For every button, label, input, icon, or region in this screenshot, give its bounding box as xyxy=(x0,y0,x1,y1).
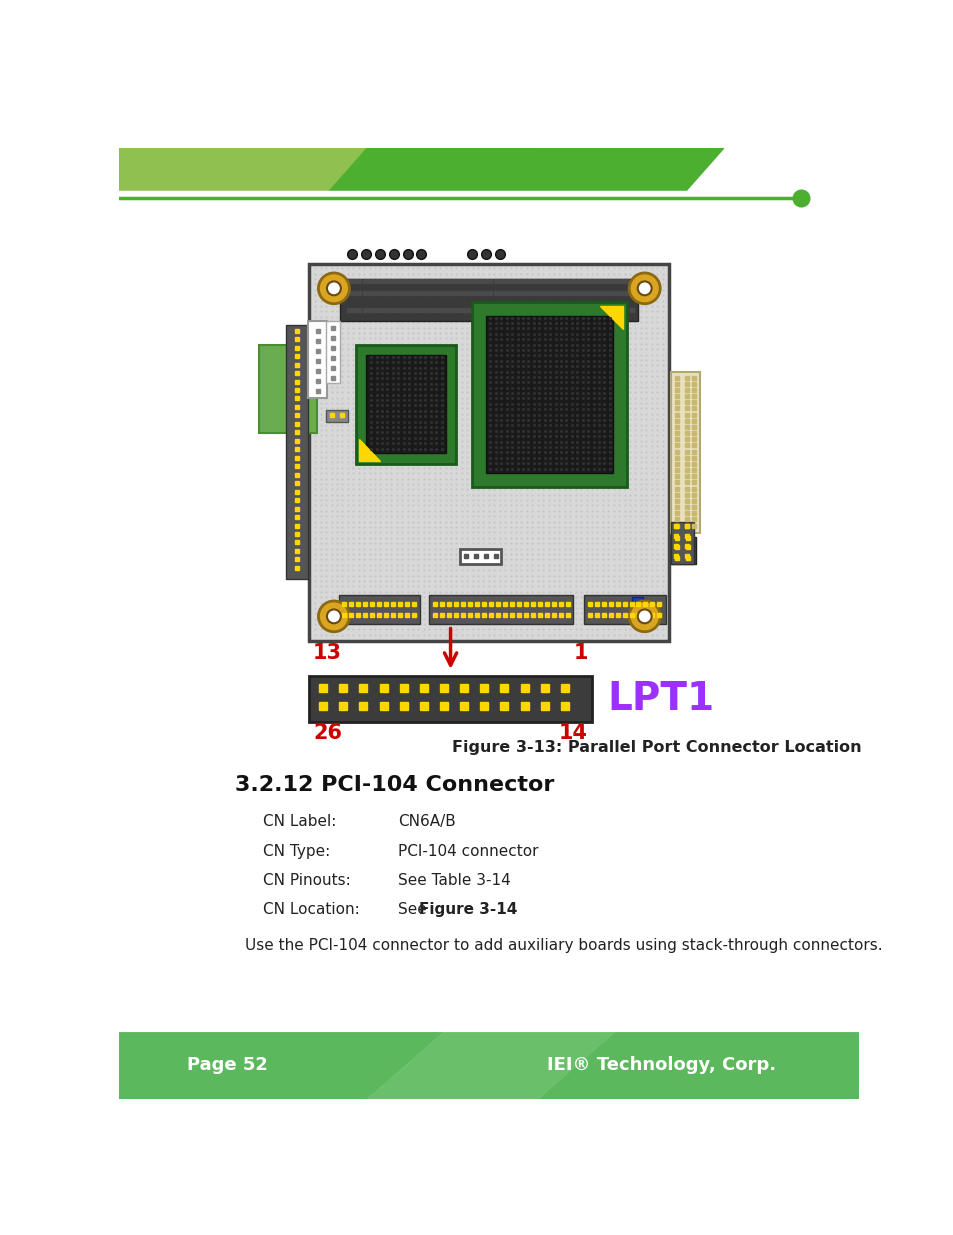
FancyBboxPatch shape xyxy=(459,548,500,564)
Text: See: See xyxy=(397,903,432,918)
Text: IEI® Technology, Corp.: IEI® Technology, Corp. xyxy=(547,1056,776,1074)
Text: LPT1: LPT1 xyxy=(607,679,714,718)
Text: CN Type:: CN Type: xyxy=(262,844,330,858)
Circle shape xyxy=(637,609,651,624)
Circle shape xyxy=(637,282,651,295)
Text: CN Pinouts:: CN Pinouts: xyxy=(262,873,350,888)
FancyBboxPatch shape xyxy=(366,356,445,453)
FancyBboxPatch shape xyxy=(670,372,700,534)
Polygon shape xyxy=(119,1031,858,1099)
FancyBboxPatch shape xyxy=(286,325,307,579)
Text: 13: 13 xyxy=(313,642,341,663)
Text: PCI-104 connector: PCI-104 connector xyxy=(397,844,538,858)
Circle shape xyxy=(327,282,340,295)
Text: CN Location:: CN Location: xyxy=(262,903,359,918)
Circle shape xyxy=(327,609,340,624)
Circle shape xyxy=(318,601,349,632)
Text: Use the PCI-104 connector to add auxiliary boards using stack-through connectors: Use the PCI-104 connector to add auxilia… xyxy=(245,937,882,952)
Circle shape xyxy=(629,601,659,632)
FancyBboxPatch shape xyxy=(485,316,612,473)
FancyBboxPatch shape xyxy=(340,279,638,321)
FancyBboxPatch shape xyxy=(258,345,316,433)
Polygon shape xyxy=(358,440,380,461)
Text: See Table 3-14: See Table 3-14 xyxy=(397,873,511,888)
Text: 1: 1 xyxy=(573,642,587,663)
FancyBboxPatch shape xyxy=(326,321,340,383)
Polygon shape xyxy=(367,1031,615,1099)
FancyBboxPatch shape xyxy=(338,595,419,624)
FancyBboxPatch shape xyxy=(309,676,592,721)
FancyBboxPatch shape xyxy=(670,537,695,564)
FancyBboxPatch shape xyxy=(326,410,348,421)
Text: 3.2.12 PCI-104 Connector: 3.2.12 PCI-104 Connector xyxy=(235,776,555,795)
FancyBboxPatch shape xyxy=(355,345,456,464)
FancyBboxPatch shape xyxy=(429,595,572,624)
Text: Figure 3-14: Figure 3-14 xyxy=(418,903,517,918)
FancyBboxPatch shape xyxy=(309,264,669,641)
Text: CN Label:: CN Label: xyxy=(262,814,335,830)
FancyBboxPatch shape xyxy=(670,521,694,564)
Text: 26: 26 xyxy=(313,722,341,742)
Text: Page 52: Page 52 xyxy=(187,1056,268,1074)
Circle shape xyxy=(629,273,659,304)
Circle shape xyxy=(318,273,349,304)
Text: CN6A/B: CN6A/B xyxy=(397,814,456,830)
FancyBboxPatch shape xyxy=(307,321,327,399)
FancyBboxPatch shape xyxy=(632,597,642,621)
Polygon shape xyxy=(599,306,622,330)
Polygon shape xyxy=(328,148,723,193)
Polygon shape xyxy=(119,148,537,193)
Text: 14: 14 xyxy=(558,722,587,742)
FancyBboxPatch shape xyxy=(583,595,665,624)
FancyBboxPatch shape xyxy=(472,303,626,487)
Text: Figure 3-13: Parallel Port Connector Location: Figure 3-13: Parallel Port Connector Loc… xyxy=(452,740,862,755)
